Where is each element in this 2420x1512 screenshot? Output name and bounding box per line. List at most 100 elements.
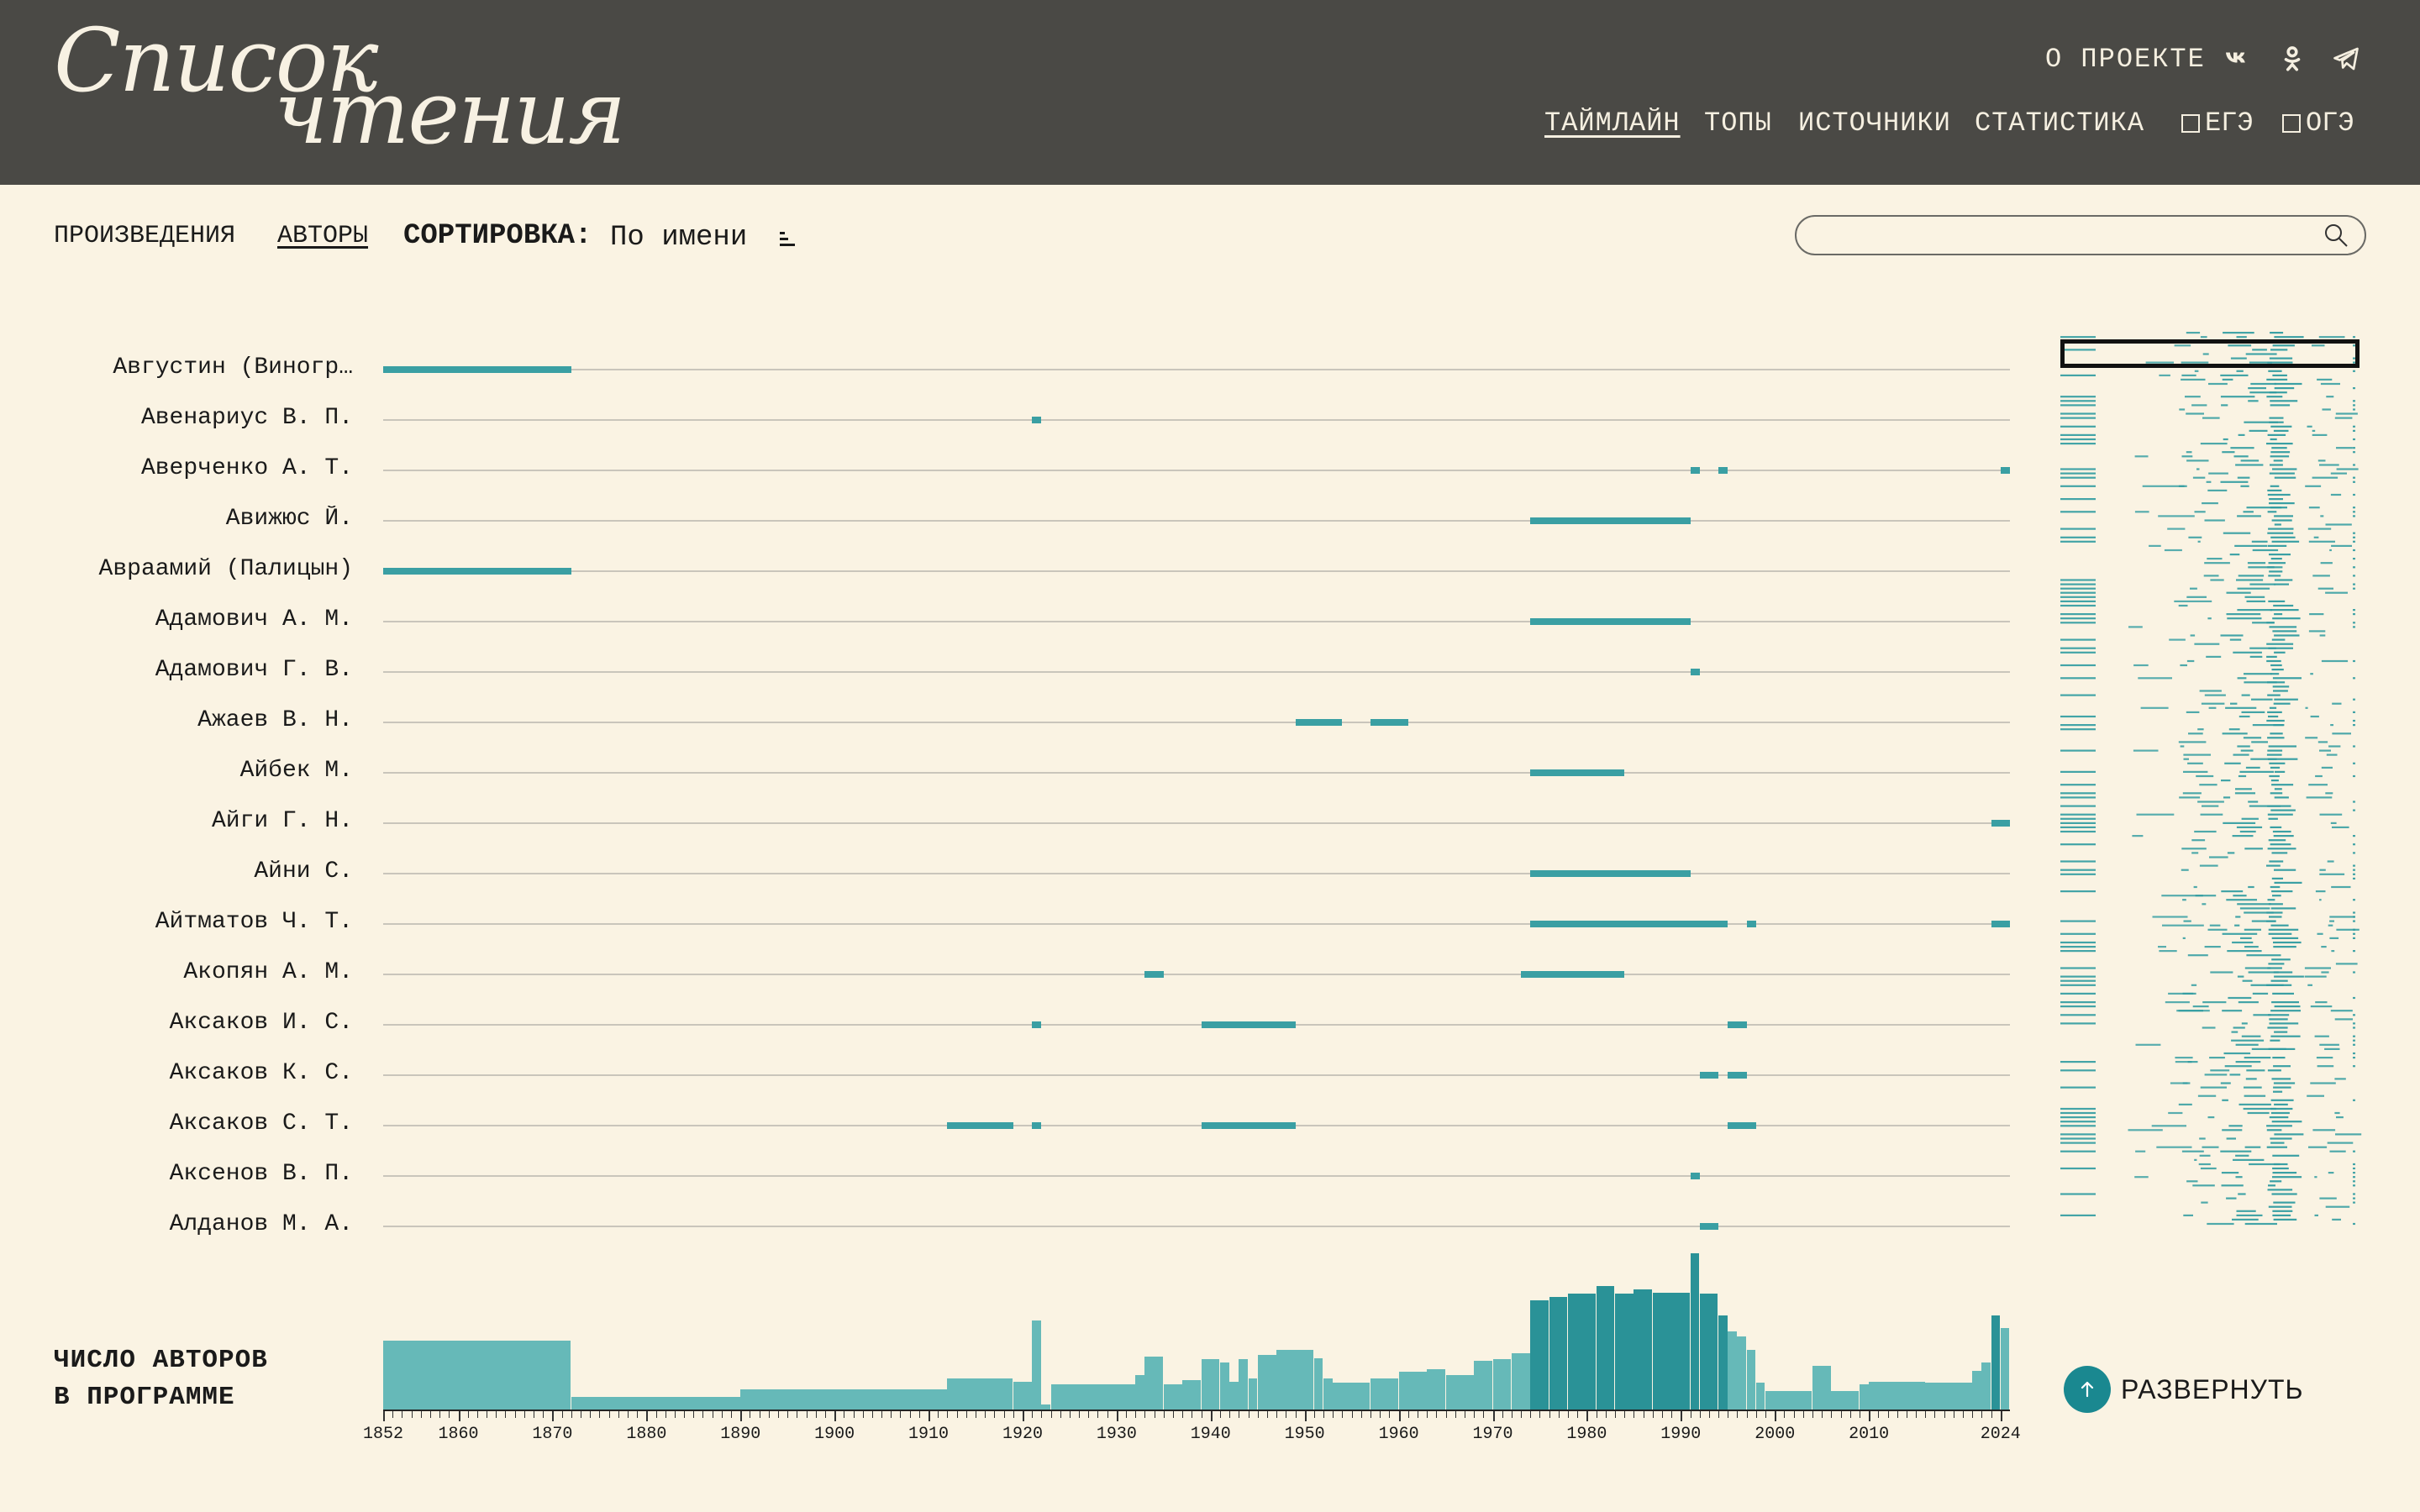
histogram-bar[interactable] bbox=[1013, 1381, 1032, 1410]
telegram-icon[interactable] bbox=[2331, 44, 2361, 74]
nav-statistics[interactable]: СТАТИСТИКА bbox=[1975, 108, 2145, 139]
histogram-bar[interactable] bbox=[1041, 1404, 1050, 1410]
histogram-bar[interactable] bbox=[1427, 1368, 1445, 1410]
program-period-bar[interactable] bbox=[1699, 1223, 1719, 1230]
search-icon[interactable] bbox=[2323, 222, 2349, 249]
program-period-bar[interactable] bbox=[1530, 769, 1625, 776]
histogram-bar[interactable] bbox=[1981, 1362, 1991, 1410]
author-name[interactable]: Авраамий (Палицын) bbox=[98, 556, 353, 582]
histogram-bar[interactable] bbox=[1718, 1315, 1728, 1410]
histogram-bar[interactable] bbox=[383, 1341, 571, 1410]
program-period-bar[interactable] bbox=[1144, 971, 1164, 978]
program-period-bar[interactable] bbox=[1746, 921, 1756, 927]
histogram-bar[interactable] bbox=[1652, 1292, 1671, 1410]
histogram-bar[interactable] bbox=[1398, 1372, 1427, 1410]
histogram-bar[interactable] bbox=[1276, 1350, 1314, 1410]
minimap-viewport[interactable] bbox=[2060, 339, 2360, 368]
program-period-bar[interactable] bbox=[1690, 1173, 1700, 1179]
histogram-bar[interactable] bbox=[1746, 1350, 1756, 1410]
histogram-bar[interactable] bbox=[1699, 1294, 1718, 1410]
histogram-bar[interactable] bbox=[1859, 1384, 1869, 1410]
expand-label[interactable]: РАЗВЕРНУТЬ bbox=[2121, 1374, 2304, 1404]
histogram-bar[interactable] bbox=[1445, 1375, 1474, 1410]
tab-authors[interactable]: АВТОРЫ bbox=[277, 222, 369, 250]
histogram-bar[interactable] bbox=[1248, 1378, 1258, 1410]
histogram-bar[interactable] bbox=[1972, 1370, 1981, 1410]
histogram-bar[interactable] bbox=[1323, 1378, 1333, 1410]
author-name[interactable]: Августин (Виногр… bbox=[113, 354, 353, 381]
author-name[interactable]: Аксаков К. С. bbox=[169, 1060, 353, 1086]
program-period-bar[interactable] bbox=[1530, 870, 1691, 877]
program-period-bar[interactable] bbox=[1201, 1122, 1296, 1129]
program-period-bar[interactable] bbox=[1991, 921, 2010, 927]
search-input[interactable] bbox=[1795, 215, 2366, 255]
sort-order-icon[interactable] bbox=[778, 230, 797, 249]
histogram-bar[interactable] bbox=[1135, 1375, 1144, 1410]
histogram-bar[interactable] bbox=[1144, 1356, 1164, 1410]
author-name[interactable]: Аксаков И. С. bbox=[169, 1010, 353, 1036]
author-name[interactable]: Алданов М. А. bbox=[169, 1211, 353, 1237]
program-period-bar[interactable] bbox=[1530, 618, 1691, 625]
histogram-bar[interactable] bbox=[1765, 1390, 1812, 1410]
histogram-bar[interactable] bbox=[571, 1397, 740, 1410]
histogram-bar[interactable] bbox=[1925, 1383, 1972, 1410]
author-name[interactable]: Авижюс Й. bbox=[225, 506, 353, 532]
histogram-bar[interactable] bbox=[1182, 1379, 1201, 1410]
histogram-bar[interactable] bbox=[1812, 1365, 1831, 1410]
author-name[interactable]: Адамович А. М. bbox=[155, 606, 353, 633]
program-period-bar[interactable] bbox=[1530, 517, 1691, 524]
histogram-bar[interactable] bbox=[1530, 1299, 1549, 1410]
program-period-bar[interactable] bbox=[947, 1122, 1013, 1129]
program-period-bar[interactable] bbox=[1728, 1122, 1756, 1129]
histogram-bar[interactable] bbox=[1728, 1331, 1737, 1410]
histogram-bar[interactable] bbox=[1737, 1336, 1747, 1410]
histogram-bar[interactable] bbox=[1831, 1390, 1860, 1410]
program-period-bar[interactable] bbox=[1690, 467, 1700, 474]
histogram-bar[interactable] bbox=[1474, 1361, 1492, 1410]
about-link[interactable]: О ПРОЕКТЕ bbox=[2045, 44, 2206, 75]
nav-timeline[interactable]: ТАЙМЛАЙН bbox=[1544, 108, 1681, 139]
histogram-bar[interactable] bbox=[1201, 1359, 1220, 1410]
histogram-bar[interactable] bbox=[1032, 1320, 1041, 1410]
program-period-bar[interactable] bbox=[1718, 467, 1728, 474]
histogram-bar[interactable] bbox=[1333, 1383, 1370, 1410]
program-period-bar[interactable] bbox=[1690, 669, 1700, 675]
histogram-bar[interactable] bbox=[1257, 1354, 1276, 1410]
histogram-bar[interactable] bbox=[1219, 1362, 1229, 1410]
expand-button[interactable] bbox=[2064, 1366, 2111, 1413]
author-name[interactable]: Айтматов Ч. Т. bbox=[155, 909, 353, 935]
histogram-bar[interactable] bbox=[1492, 1359, 1512, 1410]
timeline-minimap[interactable] bbox=[2060, 331, 2363, 1226]
filter-ege-checkbox[interactable]: ЕГЭ bbox=[2181, 108, 2254, 139]
histogram-bar[interactable] bbox=[1596, 1286, 1615, 1410]
histogram-bar[interactable] bbox=[1163, 1384, 1182, 1410]
program-period-bar[interactable] bbox=[1699, 1072, 1719, 1079]
author-name[interactable]: Айни С. bbox=[254, 858, 353, 885]
histogram-bar[interactable] bbox=[1991, 1315, 2001, 1410]
author-name[interactable]: Айбек М. bbox=[239, 758, 353, 784]
program-period-bar[interactable] bbox=[383, 568, 571, 575]
histogram-bar[interactable] bbox=[947, 1378, 1013, 1410]
program-period-bar[interactable] bbox=[1370, 719, 1408, 726]
ok-icon[interactable] bbox=[2277, 44, 2307, 74]
program-period-bar[interactable] bbox=[1728, 1072, 1747, 1079]
author-name[interactable]: Аксаков С. Т. bbox=[169, 1110, 353, 1137]
author-name[interactable]: Ажаев В. Н. bbox=[197, 707, 353, 733]
histogram-bar[interactable] bbox=[1568, 1294, 1596, 1410]
histogram-bar[interactable] bbox=[1755, 1383, 1765, 1410]
program-period-bar[interactable] bbox=[1521, 971, 1625, 978]
program-period-bar[interactable] bbox=[1295, 719, 1343, 726]
histogram-bar[interactable] bbox=[1050, 1384, 1135, 1410]
histogram-bar[interactable] bbox=[2000, 1328, 2010, 1410]
author-name[interactable]: Аверченко А. Т. bbox=[140, 455, 353, 481]
nav-sources[interactable]: ИСТОЧНИКИ bbox=[1798, 108, 1951, 139]
histogram-bar[interactable] bbox=[1229, 1381, 1239, 1410]
histogram-bar[interactable] bbox=[1614, 1294, 1634, 1410]
histogram-bar[interactable] bbox=[1239, 1359, 1248, 1410]
histogram-bar[interactable] bbox=[1511, 1353, 1530, 1410]
program-period-bar[interactable] bbox=[1991, 820, 2010, 827]
histogram-bar[interactable] bbox=[1869, 1381, 1925, 1410]
program-period-bar[interactable] bbox=[1201, 1021, 1296, 1028]
site-logo[interactable]: Список чтения bbox=[54, 12, 626, 156]
author-name[interactable]: Адамович Г. В. bbox=[155, 657, 353, 683]
